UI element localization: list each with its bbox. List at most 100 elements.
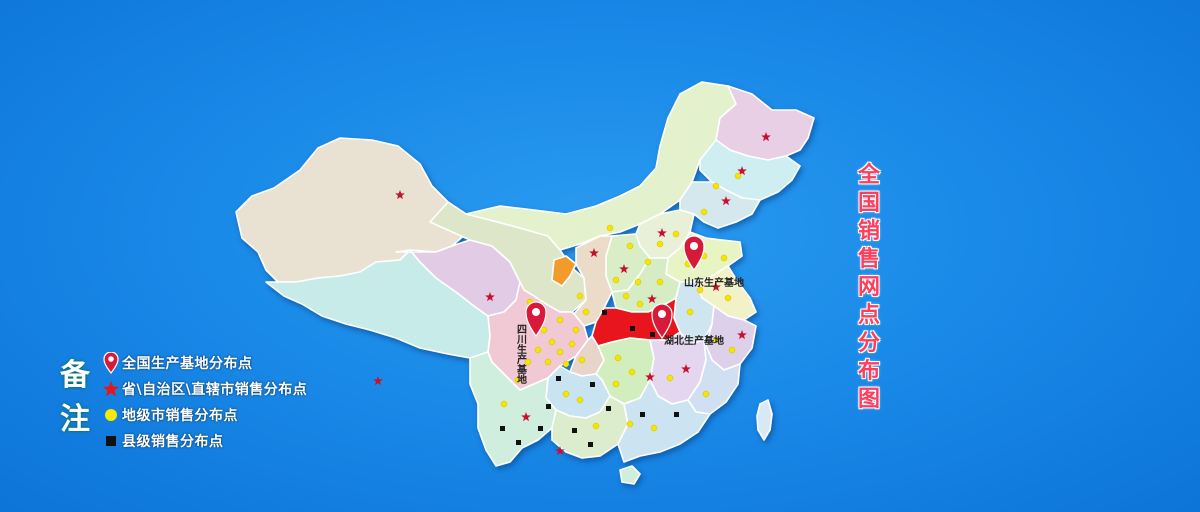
black-square-icon: [588, 442, 593, 447]
legend-heading-char: 注: [60, 402, 90, 437]
yellow-dot-icon: [712, 336, 720, 344]
province-inner-mongolia[interactable]: [465, 81, 737, 251]
pin-hubei[interactable]: 湖北生产基地: [651, 303, 724, 347]
legend-label: 地级市销售分布点: [122, 408, 238, 424]
star-markers: [373, 132, 771, 456]
red-star-icon: [485, 292, 495, 302]
title-char: 销: [857, 219, 880, 244]
base-label-shandong: 山东生产基地: [684, 276, 744, 289]
map-pin-icon[interactable]: [683, 235, 705, 272]
title-char: 点: [857, 303, 880, 328]
yellow-dot-icon: [556, 316, 564, 324]
province-taiwan[interactable]: [756, 399, 773, 441]
yellow-dot-icon: [548, 338, 556, 346]
yellow-dot-icon: [592, 422, 600, 430]
legend-heading-char: 备: [60, 358, 90, 393]
yellow-dot-icon: [696, 286, 704, 294]
yellow-dot-icon: [105, 409, 117, 421]
yellow-dot-icon: [568, 340, 576, 348]
red-star-icon: [619, 264, 629, 274]
black-square-icon: [556, 376, 561, 381]
dot-markers: [500, 172, 742, 432]
yellow-dot-icon: [636, 300, 644, 308]
yellow-dot-icon: [634, 278, 642, 286]
black-square-icon: [516, 440, 521, 445]
legend-item: 地级市销售分布点: [100, 402, 307, 428]
province-fujian[interactable]: [687, 339, 741, 415]
red-star-icon: [761, 132, 771, 142]
yellow-dot-icon: [572, 326, 580, 334]
yellow-dot-icon: [524, 358, 532, 366]
legend-item: 省\自治区\直辖市销售分布点: [100, 376, 307, 402]
red-star-icon: [373, 376, 383, 386]
title-char: 售: [857, 247, 880, 272]
yellow-dot-icon: [626, 420, 634, 428]
legend-item: 县级销售分布点: [100, 428, 307, 454]
legend-heading: 备注: [58, 354, 92, 442]
yellow-dot-icon: [582, 308, 590, 316]
province-ningxia[interactable]: [551, 255, 577, 287]
yellow-dot-icon: [700, 208, 708, 216]
yellow-dot-icon: [514, 376, 522, 384]
red-star-icon: [721, 196, 731, 206]
red-star-icon: [737, 166, 747, 176]
yellow-dot-icon: [562, 360, 570, 368]
yellow-dot-icon: [500, 400, 508, 408]
yellow-dot-icon: [612, 380, 620, 388]
province-yunnan[interactable]: [469, 351, 557, 467]
yellow-dot-icon: [672, 230, 680, 238]
yellow-dot-icon: [650, 424, 658, 432]
legend-label: 县级销售分布点: [122, 434, 224, 450]
yellow-dot-icon: [578, 356, 586, 364]
yellow-dot-icon: [666, 374, 674, 382]
red-star-icon: [647, 294, 657, 304]
black-square-icon: [546, 404, 551, 409]
yellow-dot-icon: [622, 292, 630, 300]
yellow-dot-icon: [606, 224, 614, 232]
yellow-dot-icon: [626, 242, 634, 250]
yellow-dot-icon: [644, 258, 652, 266]
red-star-icon: [555, 446, 565, 456]
red-star-icon: [102, 380, 120, 397]
pin-shandong[interactable]: 山东生产基地: [683, 235, 744, 289]
red-star-icon: [589, 248, 599, 258]
black-square-icon: [674, 412, 679, 417]
map-pin-icon[interactable]: [525, 301, 547, 338]
yellow-dot-icon: [576, 396, 584, 404]
title-char: 国: [857, 191, 880, 216]
yellow-dot-icon: [734, 172, 742, 180]
province-hainan[interactable]: [619, 465, 641, 485]
yellow-dot-icon: [576, 292, 584, 300]
legend-label: 全国生产基地分布点: [122, 356, 253, 372]
map-pin-icon: [103, 352, 119, 374]
black-square-icon: [106, 436, 116, 446]
yellow-dot-icon: [656, 240, 664, 248]
map-pin-icon[interactable]: [651, 303, 673, 340]
black-square-icon: [630, 326, 635, 331]
black-square-icon: [500, 426, 505, 431]
yellow-dot-icon: [720, 254, 728, 262]
black-square-icon: [640, 412, 645, 417]
pin-sichuan[interactable]: 四川生产基地: [515, 301, 547, 384]
yellow-dot-icon: [544, 358, 552, 366]
yellow-dot-icon: [614, 354, 622, 362]
province-guangdong[interactable]: [617, 379, 711, 463]
province-jilin[interactable]: [699, 139, 801, 201]
black-square-icon: [538, 426, 543, 431]
black-square-icon: [572, 428, 577, 433]
red-star-icon: [645, 372, 655, 382]
red-star-icon: [711, 282, 721, 292]
legend: 全国生产基地分布点 省\自治区\直辖市销售分布点 地级市销售分布点: [100, 350, 307, 454]
title-char: 分: [857, 331, 880, 356]
legend-item: 全国生产基地分布点: [100, 350, 307, 376]
red-star-icon: [681, 364, 691, 374]
yellow-dot-icon: [540, 326, 548, 334]
yellow-dot-icon: [724, 294, 732, 302]
black-square-icon: [650, 332, 655, 337]
title-char: 布: [857, 359, 880, 384]
black-square-icon: [602, 310, 607, 315]
yellow-dot-icon: [728, 346, 736, 354]
title-char: 网: [857, 275, 880, 300]
